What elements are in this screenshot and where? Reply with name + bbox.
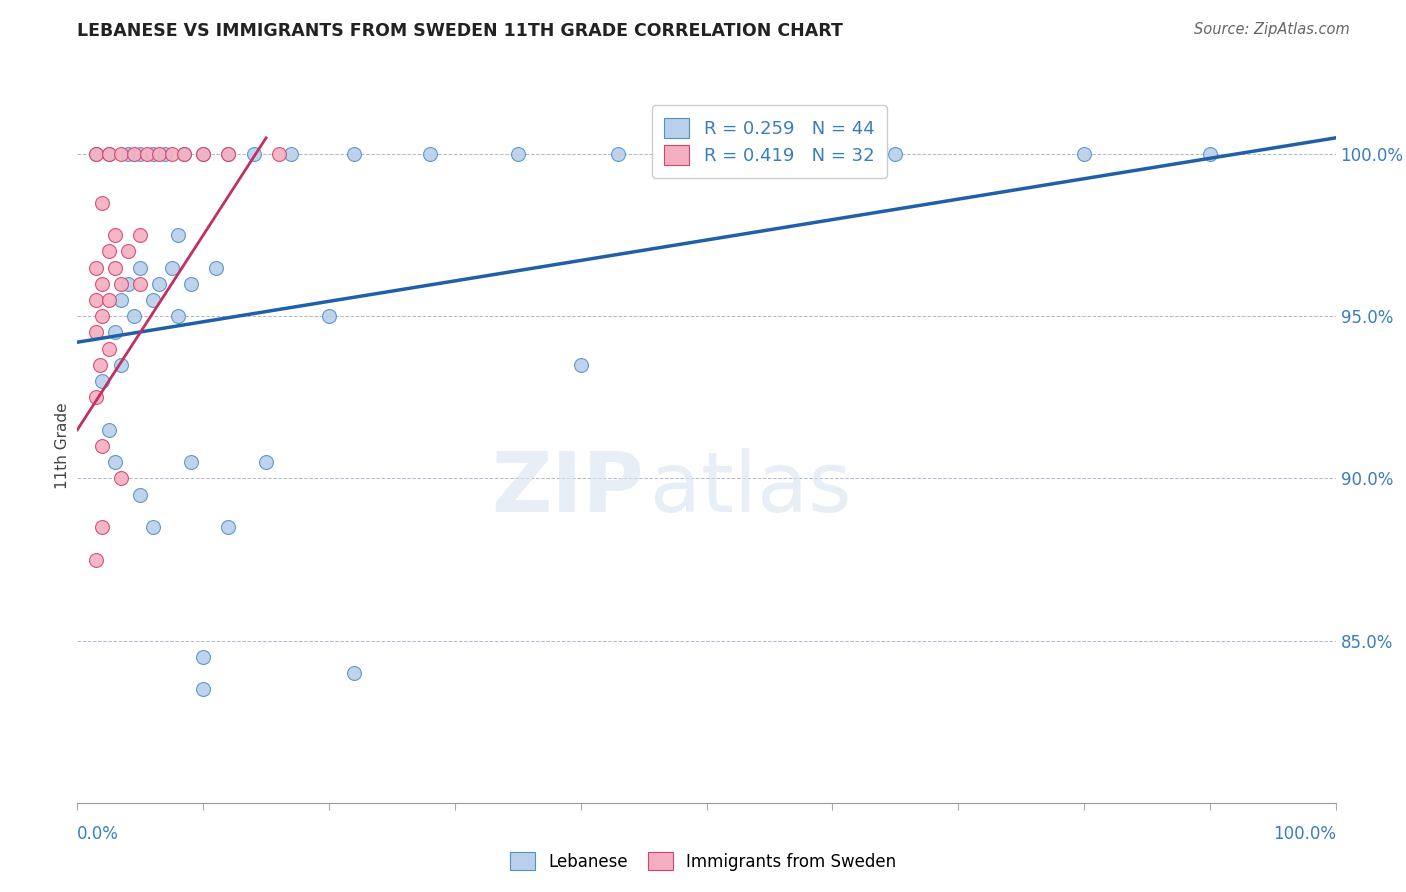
Point bbox=[97, 147, 120, 161]
Point bbox=[160, 147, 183, 161]
Point bbox=[343, 147, 366, 161]
Point bbox=[117, 277, 139, 291]
Point bbox=[129, 488, 152, 502]
Point bbox=[110, 471, 132, 485]
Point bbox=[191, 649, 215, 664]
Point bbox=[135, 147, 157, 161]
Point bbox=[280, 147, 302, 161]
Point bbox=[84, 147, 107, 161]
Point bbox=[110, 358, 132, 372]
Point bbox=[117, 147, 139, 161]
Point bbox=[318, 310, 340, 324]
Point bbox=[419, 147, 441, 161]
Point bbox=[242, 147, 264, 161]
Point bbox=[104, 260, 127, 275]
Point bbox=[110, 147, 132, 161]
Point bbox=[217, 147, 239, 161]
Point bbox=[84, 326, 107, 340]
Point bbox=[173, 147, 195, 161]
Point bbox=[607, 147, 630, 161]
Point bbox=[89, 358, 111, 372]
Point bbox=[122, 147, 145, 161]
Point bbox=[129, 260, 152, 275]
Point bbox=[142, 293, 165, 307]
Point bbox=[110, 293, 132, 307]
Point bbox=[91, 439, 114, 453]
Legend: Lebanese, Immigrants from Sweden: Lebanese, Immigrants from Sweden bbox=[502, 844, 904, 880]
Point bbox=[155, 147, 177, 161]
Point bbox=[129, 147, 152, 161]
Point bbox=[167, 310, 190, 324]
Point bbox=[142, 147, 165, 161]
Point bbox=[142, 520, 165, 534]
Point bbox=[97, 293, 120, 307]
Point bbox=[129, 277, 152, 291]
Point bbox=[91, 277, 114, 291]
Point bbox=[91, 520, 114, 534]
Point bbox=[173, 147, 195, 161]
Point bbox=[84, 147, 107, 161]
Point bbox=[122, 310, 145, 324]
Point bbox=[91, 310, 114, 324]
Point bbox=[91, 195, 114, 210]
Point bbox=[84, 390, 107, 404]
Point bbox=[97, 147, 120, 161]
Point bbox=[97, 244, 120, 259]
Text: 100.0%: 100.0% bbox=[1272, 825, 1336, 843]
Point bbox=[110, 277, 132, 291]
Point bbox=[217, 520, 239, 534]
Point bbox=[160, 260, 183, 275]
Point bbox=[569, 358, 592, 372]
Point bbox=[267, 147, 290, 161]
Text: ZIP: ZIP bbox=[491, 449, 644, 529]
Text: 0.0%: 0.0% bbox=[77, 825, 120, 843]
Point bbox=[217, 147, 239, 161]
Point bbox=[97, 342, 120, 356]
Point bbox=[343, 666, 366, 681]
Point bbox=[148, 277, 170, 291]
Point bbox=[884, 147, 907, 161]
Point bbox=[1199, 147, 1222, 161]
Point bbox=[506, 147, 529, 161]
Point bbox=[167, 228, 190, 243]
Point bbox=[97, 423, 120, 437]
Point bbox=[191, 682, 215, 697]
Text: LEBANESE VS IMMIGRANTS FROM SWEDEN 11TH GRADE CORRELATION CHART: LEBANESE VS IMMIGRANTS FROM SWEDEN 11TH … bbox=[77, 22, 844, 40]
Point bbox=[191, 147, 215, 161]
Legend: R = 0.259   N = 44, R = 0.419   N = 32: R = 0.259 N = 44, R = 0.419 N = 32 bbox=[651, 105, 887, 178]
Point bbox=[84, 552, 107, 566]
Point bbox=[84, 293, 107, 307]
Y-axis label: 11th Grade: 11th Grade bbox=[55, 402, 70, 490]
Point bbox=[254, 455, 277, 469]
Point bbox=[204, 260, 226, 275]
Text: atlas: atlas bbox=[650, 449, 852, 529]
Point bbox=[104, 455, 127, 469]
Point bbox=[84, 260, 107, 275]
Point bbox=[129, 228, 152, 243]
Point bbox=[117, 244, 139, 259]
Point bbox=[1073, 147, 1095, 161]
Point bbox=[148, 147, 170, 161]
Point bbox=[191, 147, 215, 161]
Text: Source: ZipAtlas.com: Source: ZipAtlas.com bbox=[1194, 22, 1350, 37]
Point bbox=[104, 228, 127, 243]
Point bbox=[180, 455, 202, 469]
Point bbox=[91, 374, 114, 388]
Point bbox=[104, 326, 127, 340]
Point bbox=[180, 277, 202, 291]
